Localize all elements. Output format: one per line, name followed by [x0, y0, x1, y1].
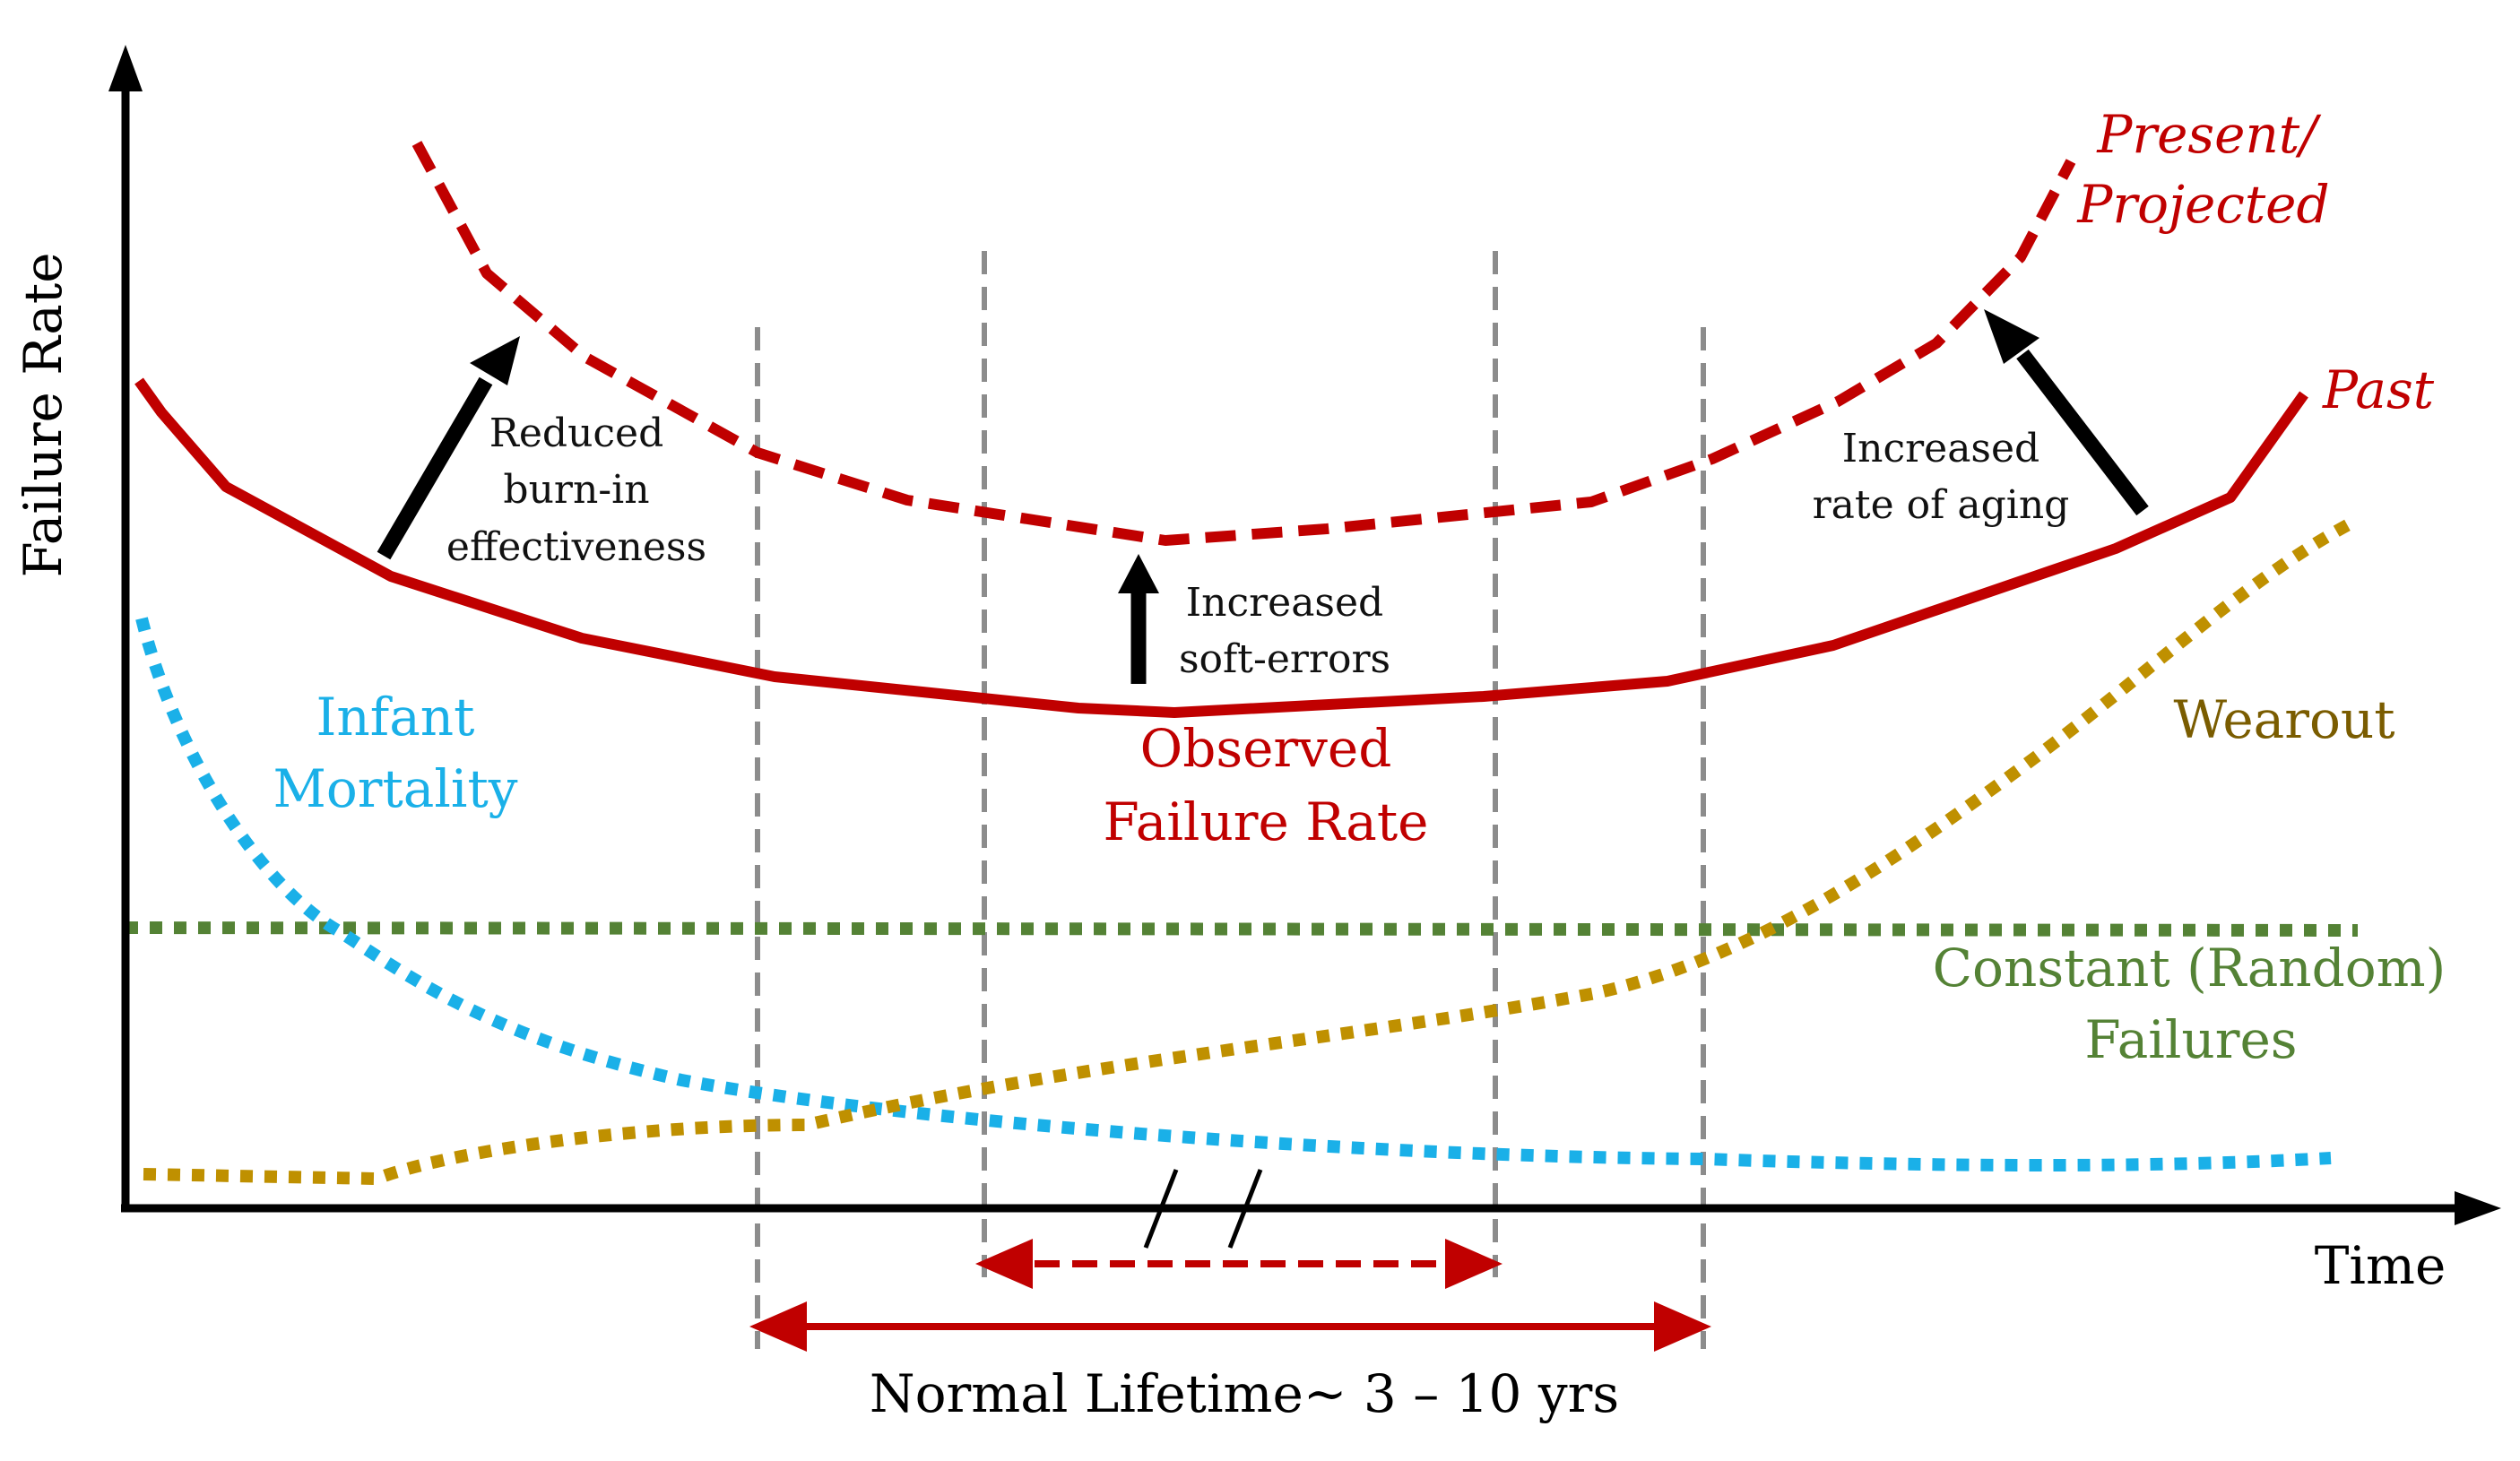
wearout-label: Wearout	[2173, 689, 2394, 750]
constant-failures-curve	[125, 921, 2359, 937]
observed-failure-rate-curve	[134, 377, 2308, 718]
axis-break-marks	[1143, 1169, 1263, 1249]
infant-mortality-curve	[135, 617, 2332, 1172]
reduced-burn-in-line1: Reduced	[489, 411, 664, 456]
x-axis-label: Time	[2315, 1235, 2446, 1296]
reduced-burn-in-line3: effectiveness	[446, 524, 706, 570]
axes	[108, 45, 2501, 1225]
wearout-curve	[143, 518, 2352, 1186]
infant-label-line1: Infant	[316, 687, 475, 748]
x-axis-arrowhead	[2455, 1191, 2501, 1225]
past-label: Past	[2322, 359, 2435, 420]
constant-label-line1: Constant (Random)	[1933, 938, 2446, 998]
aging-arrow	[1984, 309, 2149, 516]
infant-label-line2: Mortality	[273, 758, 517, 819]
aging-line1: Increased	[1842, 426, 2039, 471]
burn-in-arrow	[377, 336, 520, 560]
soft-errors-line2: soft-errors	[1179, 636, 1390, 682]
present-label-line1: Present/	[2096, 104, 2322, 165]
present-label-line2: Projected	[2076, 174, 2329, 235]
normal-lifetime-label: Normal Lifetime~ 3 – 10 yrs	[870, 1363, 1619, 1424]
present-projected-curve	[411, 141, 2076, 546]
y-axis-label: Failure Rate	[13, 252, 74, 577]
aging-line2: rate of aging	[1813, 482, 2070, 528]
y-axis-arrowhead	[108, 45, 143, 91]
constant-label-line2: Failures	[2084, 1009, 2297, 1070]
reduced-burn-in-line2: burn-in	[503, 467, 649, 513]
observed-label-line2: Failure Rate	[1103, 791, 1428, 852]
soft-errors-line1: Increased	[1186, 580, 1383, 626]
soft-errors-arrow	[1118, 554, 1159, 684]
observed-label-line1: Observed	[1140, 718, 1392, 779]
guide-lines	[755, 251, 1706, 1349]
